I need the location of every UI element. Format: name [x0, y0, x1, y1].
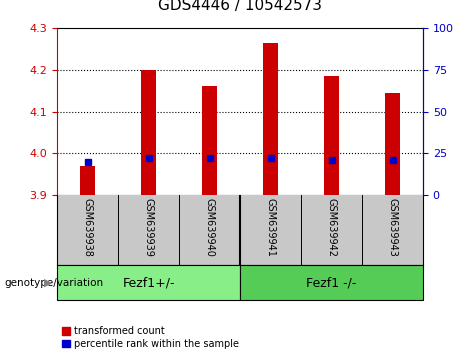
- Text: GSM639941: GSM639941: [266, 199, 276, 257]
- Bar: [202, 86, 217, 195]
- Text: Fezf1 -/-: Fezf1 -/-: [306, 276, 357, 289]
- Text: ▶: ▶: [44, 278, 53, 287]
- Bar: [57, 265, 240, 300]
- Text: GDS4446 / 10542573: GDS4446 / 10542573: [158, 0, 322, 13]
- Legend: transformed count, percentile rank within the sample: transformed count, percentile rank withi…: [62, 326, 238, 349]
- Text: GSM639939: GSM639939: [143, 199, 154, 257]
- Bar: [80, 166, 95, 195]
- Text: GSM639940: GSM639940: [205, 199, 214, 257]
- Text: GSM639938: GSM639938: [83, 199, 93, 257]
- Bar: [324, 76, 339, 195]
- Text: GSM639942: GSM639942: [326, 199, 337, 257]
- Bar: [240, 265, 423, 300]
- Text: GSM639943: GSM639943: [388, 199, 397, 257]
- Text: Fezf1+/-: Fezf1+/-: [122, 276, 175, 289]
- Bar: [385, 93, 400, 195]
- Bar: [141, 70, 156, 195]
- Text: genotype/variation: genotype/variation: [5, 278, 104, 287]
- Bar: [263, 42, 278, 195]
